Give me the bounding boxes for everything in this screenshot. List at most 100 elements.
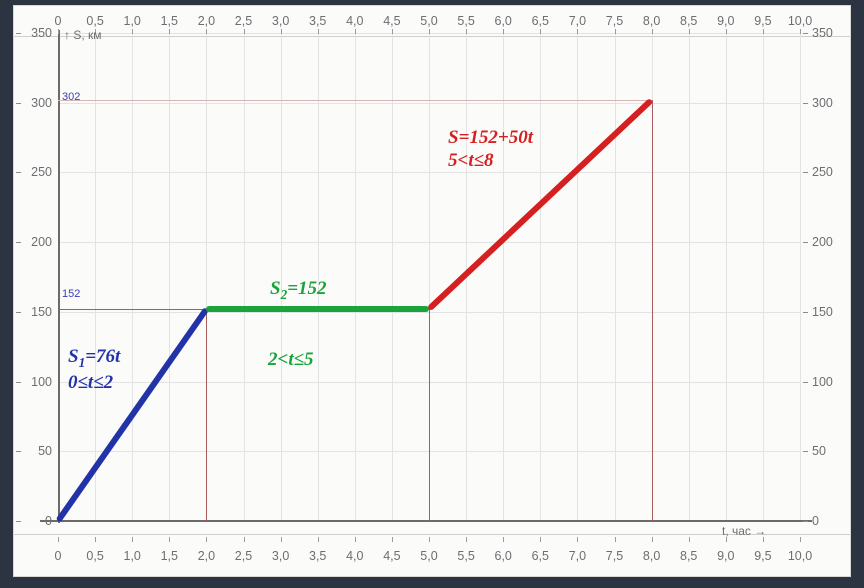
x-tick-label: 1,5: [160, 14, 178, 28]
annotation-formula-3: S=152+50t: [448, 127, 533, 148]
y-tick-label: 250: [31, 165, 52, 180]
x-tick-label: 6,0: [494, 14, 512, 28]
x-tick-mark: [429, 29, 430, 34]
x-tick-label: 6,0: [494, 549, 512, 563]
gridline-vertical: [354, 33, 356, 521]
x-tick-label: 7,5: [605, 14, 624, 28]
x-tick-label: 5,5: [457, 549, 475, 563]
x-tick-mark: [540, 537, 542, 542]
reference-line-x-8: [651, 99, 653, 521]
gridline-vertical: [317, 33, 319, 521]
gridline-vertical: [280, 33, 282, 521]
annotation-domain-1: 0≤t≤2: [68, 372, 114, 394]
x-tick-mark: [317, 537, 319, 542]
gridline-vertical: [614, 33, 616, 521]
x-tick-mark: [169, 29, 171, 34]
annotation-formula-2: S2=152: [270, 277, 327, 303]
x-tick-label: 10,0: [787, 549, 813, 563]
y-tick-mark: [803, 521, 808, 522]
x-tick-mark: [206, 29, 208, 34]
y-tick-label: 50: [812, 444, 826, 459]
reference-line-x-2: [206, 309, 208, 521]
x-tick-label: 6,5: [531, 14, 549, 28]
gridline-vertical: [429, 33, 430, 521]
x-tick-mark: [688, 537, 690, 542]
x-axis-line: [40, 520, 812, 522]
x-tick-mark: [95, 29, 97, 34]
gridline-vertical: [577, 33, 579, 521]
gridline-horizontal: [58, 242, 800, 244]
x-tick-label: 4,5: [383, 14, 401, 28]
x-tick-label: 2,5: [234, 549, 253, 563]
y-tick-mark: [16, 381, 21, 383]
gridline-vertical: [206, 33, 208, 521]
y-tick-mark: [16, 172, 21, 174]
chart-paper: [14, 6, 850, 576]
x-tick-mark: [800, 29, 801, 34]
x-tick-label: 5,0: [420, 14, 438, 28]
x-tick-label: 1,5: [160, 549, 178, 563]
y-tick-mark: [16, 451, 21, 453]
x-tick-mark: [651, 29, 653, 34]
gridline-vertical: [503, 33, 505, 521]
x-tick-label: 4,0: [346, 14, 364, 28]
gridline-vertical: [132, 33, 134, 521]
y-tick-label: 0: [45, 514, 52, 528]
x-tick-mark: [429, 537, 430, 542]
gridline-vertical: [725, 33, 727, 521]
y-tick-label: 150: [31, 304, 52, 319]
y-tick-mark: [16, 311, 21, 313]
x-tick-mark: [540, 29, 542, 34]
x-tick-mark: [503, 537, 505, 542]
x-axis-tick-labels-bottom: 0 0,5 1,0 1,5 2,0 2,5 3,0 3,5 4,0 4,5 5,0 5,5 6,0 6,5…: [0, 549, 864, 569]
x-tick-label: 0: [54, 549, 62, 563]
gridline-vertical: [540, 33, 542, 521]
x-tick-label: 8,0: [642, 549, 661, 563]
x-tick-mark: [577, 29, 579, 34]
x-tick-label: 3,0: [271, 549, 290, 563]
x-tick-mark: [466, 537, 468, 542]
gridline-horizontal: [58, 102, 800, 104]
x-tick-mark: [58, 537, 59, 542]
x-tick-label: 6,5: [531, 549, 549, 563]
x-tick-mark: [354, 537, 356, 542]
y-tick-mark: [16, 242, 21, 244]
x-tick-label: 10,0: [787, 14, 813, 28]
gridline-vertical: [243, 33, 245, 521]
formula-body: =76t: [85, 346, 121, 367]
formula-subscript: 2: [280, 286, 288, 302]
y-tick-label: 200: [31, 235, 52, 250]
x-tick-label: 9,5: [754, 14, 772, 28]
y-tick-mark: [803, 102, 808, 104]
value-tag-152: 152: [62, 288, 81, 300]
y-tick-label: 300: [812, 95, 833, 110]
y-tick-mark: [16, 102, 21, 104]
x-tick-mark: [725, 29, 727, 34]
data-segment-S2: [206, 306, 429, 313]
y-tick-mark: [16, 33, 21, 34]
x-tick-label: 3,5: [308, 14, 327, 28]
gridline-horizontal: [58, 172, 800, 174]
y-tick-mark: [803, 33, 808, 34]
y-tick-label: 50: [38, 444, 52, 459]
annotation-segment-3: S=152+50t 5<t≤8: [448, 126, 533, 172]
gridline-vertical: [391, 33, 393, 521]
x-tick-label: 0,5: [86, 14, 104, 28]
x-tick-mark: [58, 29, 59, 34]
gridline-vertical: [762, 33, 764, 521]
x-tick-label: 3,5: [308, 549, 327, 563]
x-tick-mark: [280, 537, 282, 542]
x-tick-label: 7,0: [568, 14, 587, 28]
x-tick-mark: [651, 537, 653, 542]
x-tick-label: 5,0: [420, 549, 438, 563]
x-tick-mark: [688, 29, 690, 34]
y-tick-label: 300: [31, 95, 52, 110]
x-tick-mark: [317, 29, 319, 34]
x-tick-mark: [614, 537, 616, 542]
gridline-vertical: [688, 33, 690, 521]
x-axis-caption: t, час →: [722, 524, 767, 538]
y-tick-label: 100: [812, 374, 833, 389]
x-tick-mark: [243, 537, 245, 542]
formula-symbol: S: [270, 278, 281, 299]
